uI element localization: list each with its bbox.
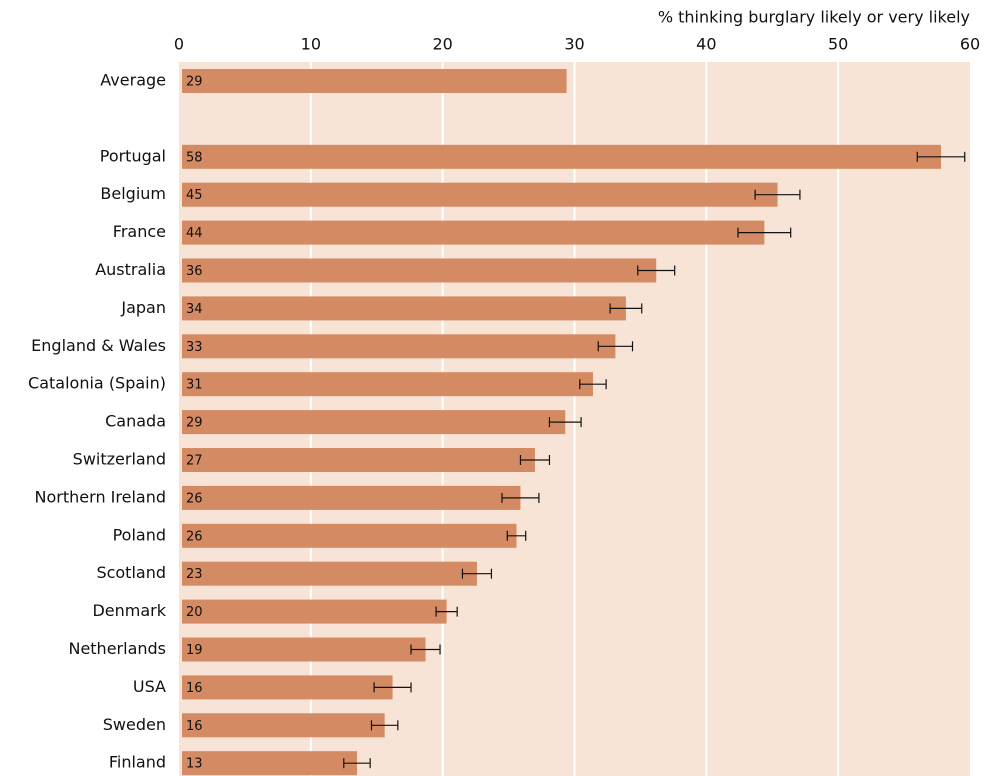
- error-bar: [343, 758, 371, 769]
- y-tick-label: Scotland: [96, 563, 166, 582]
- bar: [182, 523, 517, 548]
- y-tick-label: Poland: [113, 525, 166, 544]
- error-bar: [373, 682, 412, 693]
- error-bar: [506, 530, 527, 541]
- value-label: 26: [186, 491, 203, 506]
- x-tick-label: 60: [960, 35, 980, 54]
- bar: [182, 751, 357, 776]
- bar: [182, 410, 566, 435]
- x-tick-label: 10: [301, 35, 321, 54]
- value-label: 34: [186, 302, 203, 317]
- y-tick-label: Catalonia (Spain): [28, 374, 166, 393]
- y-tick-label: Denmark: [92, 601, 166, 620]
- bar: [182, 637, 426, 662]
- value-label: 36: [186, 264, 203, 279]
- x-tick-label: 0: [174, 35, 184, 54]
- y-tick-label: Portugal: [100, 146, 166, 165]
- y-tick-label: Canada: [105, 412, 166, 431]
- value-label: 16: [186, 681, 203, 696]
- bar: [182, 713, 385, 738]
- error-bar: [501, 492, 540, 503]
- x-axis-title: % thinking burglary likely or very likel…: [658, 8, 970, 27]
- bar: [182, 599, 447, 624]
- error-bar: [916, 151, 966, 162]
- bar: [182, 485, 521, 510]
- value-label: 31: [186, 378, 203, 393]
- bar: [182, 182, 778, 207]
- y-tick-label: Australia: [95, 260, 166, 279]
- error-bar: [737, 227, 792, 238]
- error-bar: [597, 341, 634, 352]
- x-tick-label: 30: [564, 35, 584, 54]
- y-tick-label: Sweden: [103, 715, 166, 734]
- error-bar: [370, 720, 399, 731]
- y-tick-label: Netherlands: [68, 639, 166, 658]
- value-label: 26: [186, 529, 203, 544]
- x-tick-label: 40: [696, 35, 716, 54]
- y-tick-label: Average: [100, 71, 166, 90]
- y-tick-label: Japan: [120, 298, 166, 317]
- y-tick-label: USA: [133, 677, 166, 696]
- value-label: 27: [186, 454, 203, 469]
- bar: [182, 448, 535, 472]
- bar: [182, 561, 477, 586]
- y-tick-label: Belgium: [100, 184, 166, 203]
- error-bar: [609, 303, 643, 314]
- value-label: 19: [186, 643, 203, 658]
- error-bar: [461, 568, 493, 579]
- bar: [182, 220, 765, 245]
- error-bar: [548, 417, 582, 428]
- bar: [182, 296, 626, 321]
- error-bar: [637, 265, 676, 276]
- y-tick-label: Finland: [109, 753, 166, 772]
- error-bar: [754, 189, 801, 200]
- value-label: 29: [186, 75, 203, 90]
- bar: [182, 258, 657, 283]
- y-tick-label: England & Wales: [31, 336, 166, 355]
- bar: [182, 144, 941, 169]
- bar: [182, 334, 616, 359]
- y-tick-label: Northern Ireland: [35, 487, 166, 506]
- y-tick-label: France: [113, 222, 166, 241]
- error-bar: [519, 455, 551, 465]
- x-tick-label: 20: [432, 35, 452, 54]
- bar: [182, 69, 567, 93]
- error-bar: [435, 606, 458, 617]
- bar: [182, 675, 393, 700]
- value-label: 44: [186, 226, 203, 241]
- error-bar: [410, 644, 441, 655]
- value-label: 58: [186, 150, 203, 165]
- bar: [182, 372, 593, 397]
- value-label: 29: [186, 416, 203, 431]
- value-label: 20: [186, 605, 203, 620]
- error-bar: [579, 379, 607, 390]
- value-label: 45: [186, 188, 203, 203]
- value-label: 13: [186, 757, 203, 772]
- value-label: 16: [186, 719, 203, 734]
- x-tick-label: 50: [828, 35, 848, 54]
- value-label: 33: [186, 340, 203, 355]
- value-label: 23: [186, 567, 203, 582]
- y-tick-label: Switzerland: [73, 450, 166, 469]
